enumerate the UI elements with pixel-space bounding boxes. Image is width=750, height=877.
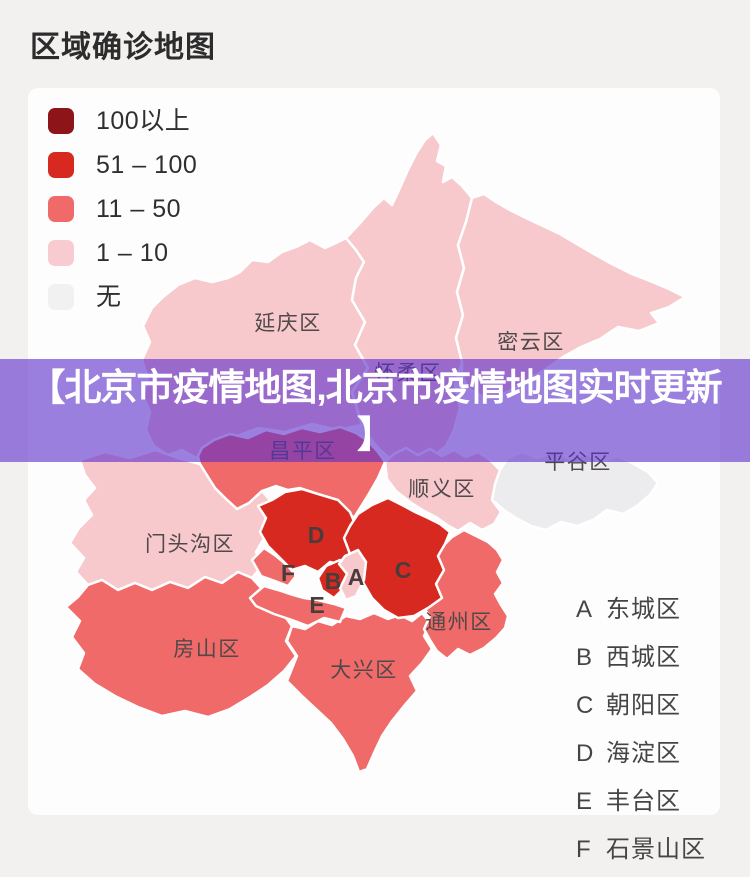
key-row-shijingshan: F 石景山区 xyxy=(576,829,706,864)
legend-row: 100以上 xyxy=(48,108,197,134)
key-letter: D xyxy=(576,740,594,767)
legend-swatch-high xyxy=(48,152,74,178)
page-title: 区域确诊地图 xyxy=(30,31,216,64)
key-row-xicheng: B 西城区 xyxy=(576,637,706,672)
district-letter-legend: A 东城区 B 西城区 C 朝阳区 D 海淀区 E 丰台区 F 石景山区 xyxy=(576,589,706,877)
legend-row: 51 – 100 xyxy=(48,152,197,178)
key-row-fengtai: E 丰台区 xyxy=(576,781,706,816)
district-daxing[interactable] xyxy=(285,611,434,774)
legend-label: 100以上 xyxy=(96,107,191,135)
legend-label: 51 – 100 xyxy=(96,151,198,179)
legend-swatch-mid xyxy=(48,196,74,222)
key-name: 西城区 xyxy=(606,644,681,671)
key-name: 海淀区 xyxy=(606,740,681,767)
legend-row: 1 – 10 xyxy=(48,240,197,266)
key-letter: C xyxy=(576,692,594,719)
banner-text-line2: 】 xyxy=(357,413,394,455)
district-fengtai[interactable] xyxy=(248,584,348,628)
legend-label: 1 – 10 xyxy=(96,239,169,267)
district-miyun[interactable] xyxy=(454,192,687,399)
promo-banner-overlay: 【北京市疫情地图,北京市疫情地图实时更新 】 xyxy=(0,359,750,462)
key-row-haidian: D 海淀区 xyxy=(576,733,706,768)
legend-row: 11 – 50 xyxy=(48,196,197,222)
district-dongcheng[interactable] xyxy=(337,548,368,602)
key-letter: A xyxy=(576,596,593,623)
key-name: 东城区 xyxy=(606,596,681,623)
key-row-dongcheng: A 东城区 xyxy=(576,589,706,624)
key-letter: E xyxy=(576,788,593,815)
key-name: 丰台区 xyxy=(606,788,681,815)
district-pinggu[interactable] xyxy=(490,450,660,532)
key-row-chaoyang: C 朝阳区 xyxy=(576,685,706,720)
key-letter: F xyxy=(576,836,591,863)
legend-label: 无 xyxy=(96,283,122,311)
legend-swatch-low xyxy=(48,240,74,266)
color-legend: 100以上 51 – 100 11 – 50 1 – 10 无 xyxy=(48,108,197,328)
district-shijingshan[interactable] xyxy=(250,546,298,588)
key-name: 朝阳区 xyxy=(606,692,681,719)
district-fangshan[interactable] xyxy=(64,570,298,719)
legend-swatch-none xyxy=(48,284,74,310)
banner-text-line1: 【北京市疫情地图,北京市疫情地图实时更新 xyxy=(28,366,722,408)
key-letter: B xyxy=(576,644,593,671)
legend-label: 11 – 50 xyxy=(96,195,182,223)
legend-row: 无 xyxy=(48,284,197,310)
legend-swatch-highest xyxy=(48,108,74,134)
key-name: 石景山区 xyxy=(606,836,706,863)
